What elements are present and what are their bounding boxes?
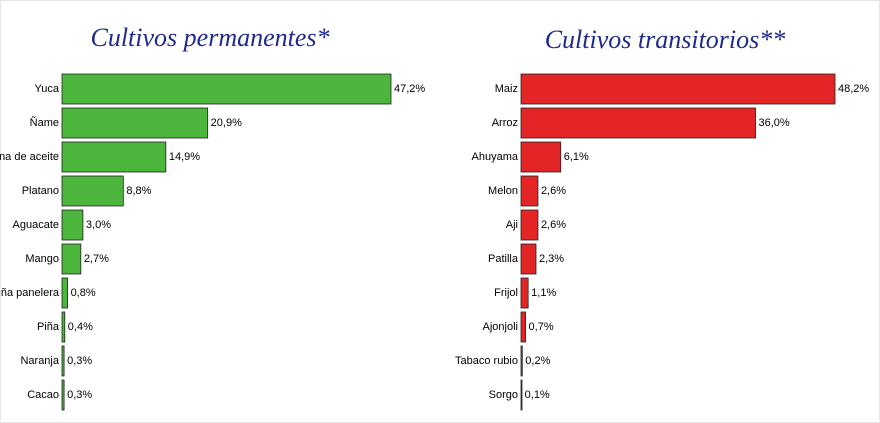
category-label: na de aceite	[0, 151, 59, 163]
value-label: 14,9%	[169, 151, 200, 163]
value-label: 2,7%	[84, 253, 109, 265]
category-label: Aji	[506, 219, 518, 231]
value-label: 36,0%	[759, 117, 790, 129]
value-label: 0,7%	[529, 321, 554, 333]
value-label: 0,8%	[71, 287, 96, 299]
bar	[520, 243, 537, 275]
bar	[520, 175, 539, 207]
value-label: 2,3%	[539, 253, 564, 265]
bar	[61, 175, 124, 207]
value-label: 6,1%	[564, 151, 589, 163]
bar	[520, 277, 529, 309]
bar	[61, 345, 65, 377]
bar	[520, 311, 526, 343]
chart-title: Cultivos permanentes*	[90, 23, 329, 52]
value-label: 0,1%	[525, 389, 550, 401]
category-label: Ahuyama	[472, 151, 519, 163]
category-label: Platano	[22, 185, 59, 197]
bar	[61, 243, 82, 275]
value-label: 0,3%	[67, 389, 92, 401]
bar	[520, 379, 523, 411]
category-label: ña panelera	[1, 287, 60, 299]
value-label: 48,2%	[838, 83, 869, 95]
bar	[520, 73, 836, 105]
value-label: 0,3%	[67, 355, 92, 367]
bar	[61, 277, 68, 309]
value-label: 0,2%	[525, 355, 550, 367]
category-label: Cacao	[27, 389, 59, 401]
bar	[520, 345, 523, 377]
value-label: 47,2%	[394, 83, 425, 95]
bar	[61, 141, 167, 173]
bar	[520, 141, 562, 173]
category-label: Ñame	[30, 116, 59, 129]
value-label: 0,4%	[68, 321, 93, 333]
value-label: 20,9%	[211, 117, 242, 129]
bar	[61, 311, 66, 343]
category-label: Naranja	[20, 355, 59, 367]
category-label: Aguacate	[13, 219, 59, 231]
category-label: Tabaco rubio	[455, 355, 518, 367]
category-label: Patilla	[488, 253, 519, 265]
chart-title: Cultivos transitorios**	[545, 25, 786, 54]
value-label: 1,1%	[531, 287, 556, 299]
value-label: 2,6%	[541, 219, 566, 231]
bar	[61, 73, 392, 105]
bar	[61, 107, 209, 139]
category-label: Ajonjoli	[483, 321, 518, 333]
bar	[520, 107, 756, 139]
category-label: Sorgo	[489, 389, 518, 401]
category-label: Maiz	[495, 83, 518, 95]
category-label: Yuca	[35, 83, 60, 95]
category-label: Mango	[25, 253, 59, 265]
category-label: Piña	[37, 321, 60, 333]
category-label: Frijol	[494, 287, 518, 299]
value-label: 8,8%	[126, 185, 151, 197]
bar	[61, 209, 84, 241]
category-label: Melon	[488, 185, 518, 197]
value-label: 2,6%	[541, 185, 566, 197]
bar	[520, 209, 539, 241]
category-label: Arroz	[492, 117, 518, 129]
bar	[61, 379, 65, 411]
value-label: 3,0%	[86, 219, 111, 231]
